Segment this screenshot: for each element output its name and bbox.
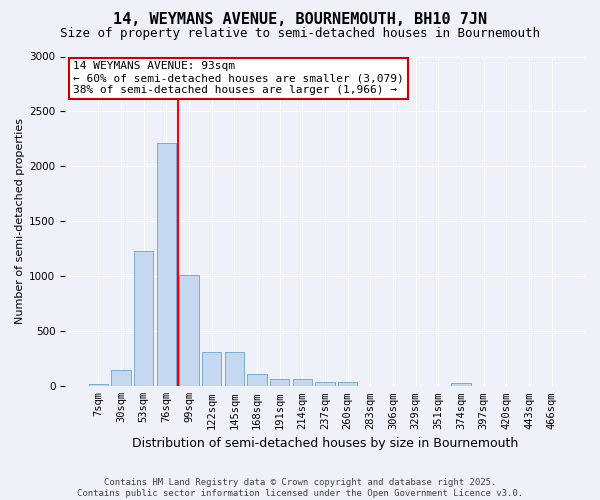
Bar (134, 251, 154, 386)
Text: Contains HM Land Registry data © Crown copyright and database right 2025.
Contai: Contains HM Land Registry data © Crown c… (77, 478, 523, 498)
Y-axis label: Number of semi-detached properties: Number of semi-detached properties (15, 118, 25, 324)
Bar (179, 276, 199, 386)
Text: Size of property relative to semi-detached houses in Bournemouth: Size of property relative to semi-detach… (60, 28, 540, 40)
Bar (112, 370, 131, 386)
Bar (451, 383, 471, 386)
Text: 14, WEYMANS AVENUE, BOURNEMOUTH, BH10 7JN: 14, WEYMANS AVENUE, BOURNEMOUTH, BH10 7J… (113, 12, 487, 28)
Bar (225, 352, 244, 386)
Bar (157, 144, 176, 386)
Bar (247, 374, 267, 386)
Bar (270, 379, 289, 386)
Bar (316, 382, 335, 386)
Bar (293, 379, 312, 386)
Bar (89, 384, 108, 386)
X-axis label: Distribution of semi-detached houses by size in Bournemouth: Distribution of semi-detached houses by … (132, 437, 518, 450)
Bar (338, 382, 358, 386)
Bar (202, 352, 221, 386)
Text: 14 WEYMANS AVENUE: 93sqm
← 60% of semi-detached houses are smaller (3,079)
38% o: 14 WEYMANS AVENUE: 93sqm ← 60% of semi-d… (73, 62, 404, 94)
